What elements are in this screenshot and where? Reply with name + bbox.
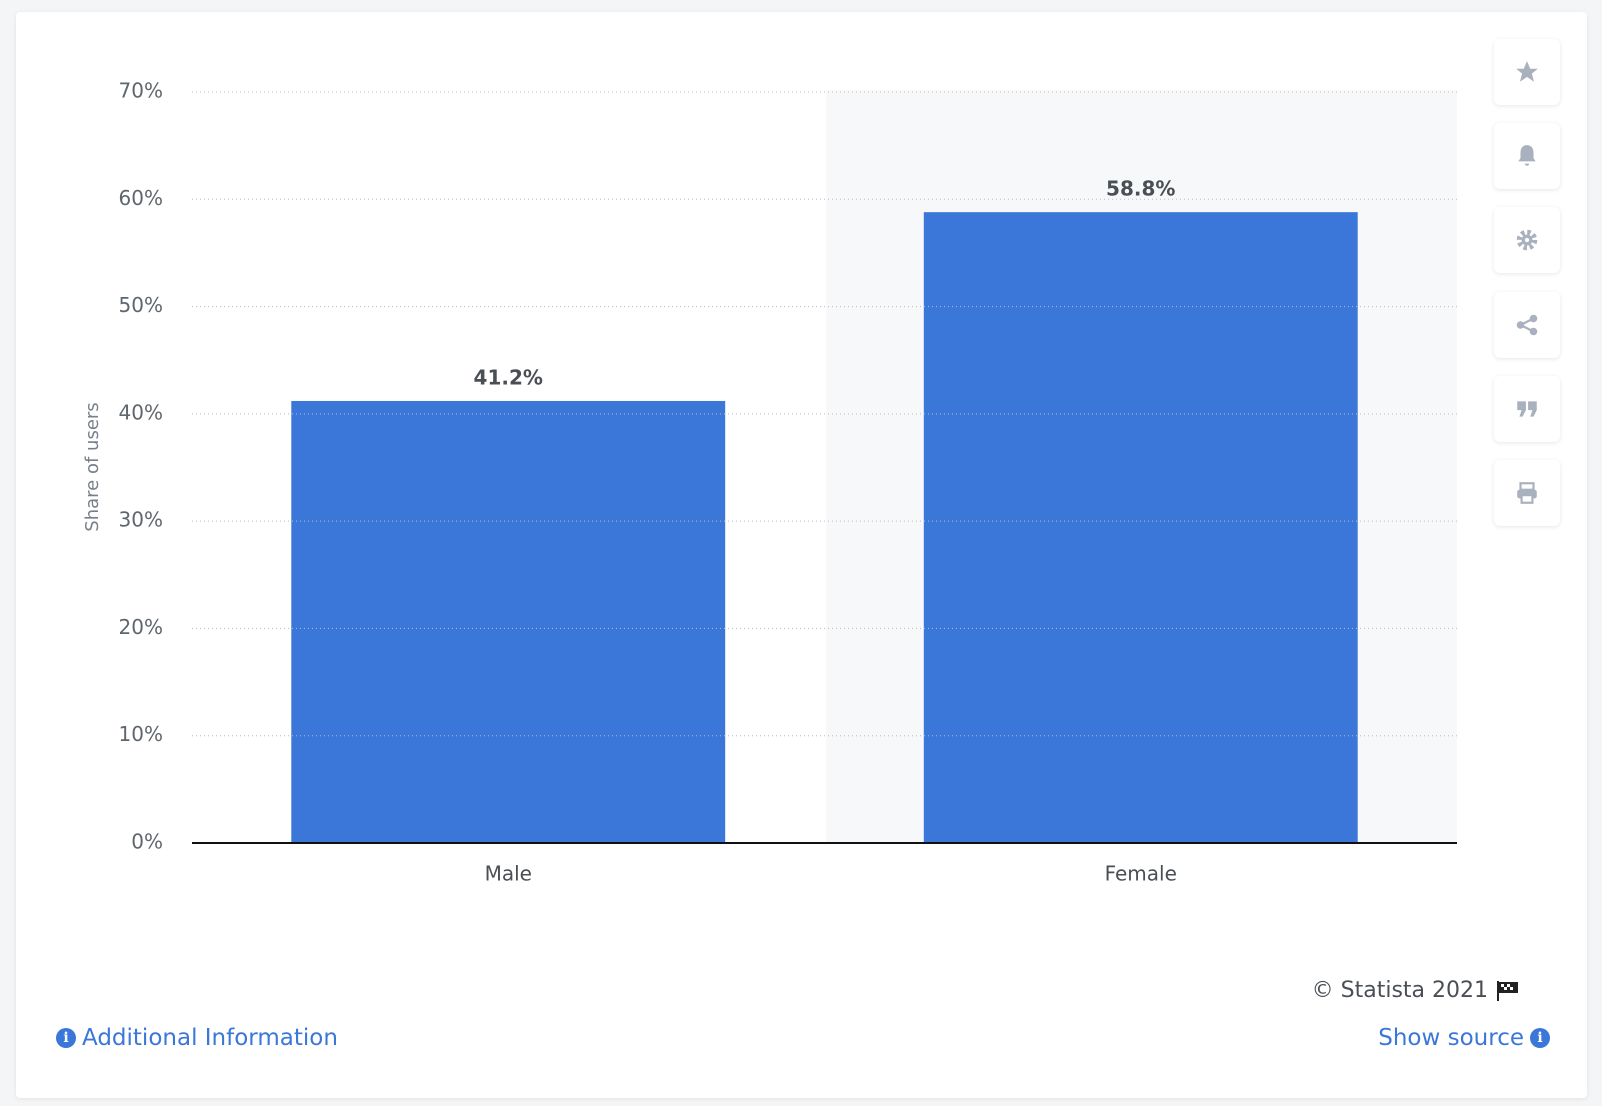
y-tick-label: 10% xyxy=(119,722,163,746)
y-tick-label: 60% xyxy=(119,186,163,210)
y-tick-label: 20% xyxy=(119,615,163,639)
y-tick-label: 40% xyxy=(119,400,163,424)
value-label: 58.8% xyxy=(1106,177,1175,201)
value-label: 41.2% xyxy=(474,365,543,389)
favorite-button[interactable] xyxy=(1494,39,1560,105)
show-source-link[interactable]: Show source i xyxy=(1378,1025,1550,1051)
y-tick-label: 70% xyxy=(119,79,163,103)
x-tick-label: Male xyxy=(485,862,532,886)
flag-icon xyxy=(1497,980,1518,1001)
print-button[interactable] xyxy=(1494,460,1560,526)
y-tick-label: 30% xyxy=(119,508,163,532)
copyright-text: © Statista 2021 xyxy=(1311,978,1488,1003)
additional-information-link[interactable]: i Additional Information xyxy=(56,1025,338,1051)
y-tick-label: 50% xyxy=(119,293,163,317)
share-button[interactable] xyxy=(1494,292,1560,358)
x-tick-label: Female xyxy=(1105,862,1177,886)
copyright: © Statista 2021 xyxy=(1312,978,1520,1003)
bar xyxy=(923,212,1358,843)
show-source-text: Show source xyxy=(1378,1025,1524,1051)
y-tick-label: 0% xyxy=(131,830,163,854)
settings-button[interactable] xyxy=(1494,207,1560,273)
bar xyxy=(291,400,726,843)
notification-button[interactable] xyxy=(1494,123,1560,189)
cite-button[interactable] xyxy=(1494,376,1560,442)
additional-information-text: Additional Information xyxy=(82,1025,338,1051)
y-axis-title: Share of users xyxy=(82,402,103,531)
